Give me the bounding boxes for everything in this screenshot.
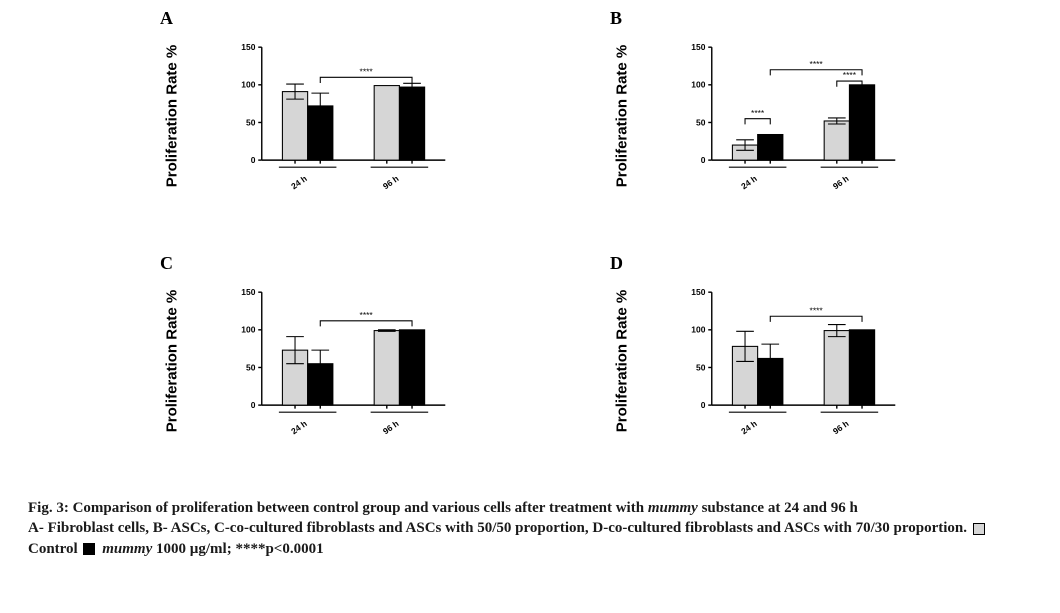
bar xyxy=(824,331,849,406)
caption-title-line: Fig. 3: Comparison of proliferation betw… xyxy=(28,498,1032,518)
panel-D-letter: D xyxy=(610,253,623,274)
panel-C-svg: 0 50 100 150 24 h 96 h **** xyxy=(220,271,480,451)
caption-detail-line: A- Fibroblast cells, B- ASCs, C-co-cultu… xyxy=(28,518,1032,559)
caption-title-suffix: substance at 24 and 96 h xyxy=(698,500,858,516)
svg-text:50: 50 xyxy=(696,362,706,372)
panel-D: D Proliferation Rate % 0 50 100 150 24 h 96 h… xyxy=(600,253,1010,488)
svg-text:50: 50 xyxy=(696,117,706,127)
svg-text:96 h: 96 h xyxy=(831,173,851,191)
svg-text:****: **** xyxy=(843,70,857,80)
svg-text:150: 150 xyxy=(241,42,255,52)
bar xyxy=(374,331,399,406)
svg-text:100: 100 xyxy=(241,325,255,335)
svg-text:50: 50 xyxy=(246,362,256,372)
bar xyxy=(282,92,307,161)
legend-swatch-mummy xyxy=(83,543,95,555)
panel-A: A Proliferation Rate % 0 50 100 150 24 h 96 h… xyxy=(150,8,560,243)
caption-legend-control: Control xyxy=(28,541,81,557)
bar xyxy=(824,121,849,160)
svg-text:150: 150 xyxy=(241,287,255,297)
bar xyxy=(849,85,874,160)
caption-legend-mummy-suffix: 1000 µg/ml; ****p<0.0001 xyxy=(152,541,323,557)
bar xyxy=(849,330,874,405)
panel-A-chart: Proliferation Rate % 05010015024 h96 h**… xyxy=(220,26,480,206)
svg-text:0: 0 xyxy=(701,400,706,410)
panels-grid: A Proliferation Rate % 0 50 100 150 24 h 96 h… xyxy=(150,8,1010,488)
panel-C-chart: Proliferation Rate % 05010015024 h96 h**… xyxy=(220,271,480,451)
ylabel-A: Proliferation Rate % xyxy=(164,45,181,188)
svg-text:100: 100 xyxy=(691,80,705,90)
ylabel-D: Proliferation Rate % xyxy=(614,290,631,433)
bar xyxy=(758,135,783,161)
panel-C: C Proliferation Rate % 0 50 100 150 24 h 96 h… xyxy=(150,253,560,488)
svg-text:24 h: 24 h xyxy=(739,418,759,436)
svg-text:50: 50 xyxy=(246,117,256,127)
svg-text:24 h: 24 h xyxy=(289,418,309,436)
bar xyxy=(374,86,399,161)
caption-title-prefix: Fig. 3: Comparison of proliferation betw… xyxy=(28,500,648,516)
svg-text:0: 0 xyxy=(251,155,256,165)
panel-A-letter: A xyxy=(160,8,173,29)
bar xyxy=(399,330,424,405)
svg-text:100: 100 xyxy=(241,80,255,90)
caption-detail-prefix: A- Fibroblast cells, B- ASCs, C-co-cultu… xyxy=(28,520,971,536)
svg-text:24 h: 24 h xyxy=(739,173,759,191)
svg-text:24 h: 24 h xyxy=(289,173,309,191)
svg-text:****: **** xyxy=(810,305,824,315)
panel-B-svg: 0 50 100 150 24 h 96 h **** **** **** xyxy=(670,26,930,206)
legend-swatch-control xyxy=(973,523,985,535)
bar xyxy=(399,87,424,160)
ylabel-B: Proliferation Rate % xyxy=(614,45,631,188)
panel-A-svg: 0 50 100 150 24 h 96 h **** xyxy=(220,26,480,206)
panel-B: B Proliferation Rate % 0 50 100 150 24 h 96 h… xyxy=(600,8,1010,243)
caption-legend-mummy-italic: mummy xyxy=(102,541,152,557)
svg-text:100: 100 xyxy=(691,325,705,335)
svg-text:96 h: 96 h xyxy=(831,418,851,436)
panel-C-letter: C xyxy=(160,253,173,274)
svg-text:150: 150 xyxy=(691,42,705,52)
panel-D-svg: 0 50 100 150 24 h 96 h **** xyxy=(670,271,930,451)
panel-B-letter: B xyxy=(610,8,622,29)
svg-text:0: 0 xyxy=(701,155,706,165)
figure-container: A Proliferation Rate % 0 50 100 150 24 h 96 h… xyxy=(0,0,1060,613)
svg-text:96 h: 96 h xyxy=(381,173,401,191)
svg-text:0: 0 xyxy=(251,400,256,410)
panel-D-chart: Proliferation Rate % 05010015024 h96 h**… xyxy=(670,271,930,451)
ylabel-C: Proliferation Rate % xyxy=(164,290,181,433)
svg-text:150: 150 xyxy=(691,287,705,297)
svg-text:****: **** xyxy=(360,310,374,320)
svg-text:96 h: 96 h xyxy=(381,418,401,436)
svg-text:****: **** xyxy=(810,59,824,69)
figure-caption: Fig. 3: Comparison of proliferation betw… xyxy=(28,498,1032,559)
caption-title-italic: mummy xyxy=(648,500,698,516)
svg-text:****: **** xyxy=(360,66,374,76)
svg-text:****: **** xyxy=(751,108,765,118)
panel-B-chart: Proliferation Rate % 05010015024 h96 h**… xyxy=(670,26,930,206)
